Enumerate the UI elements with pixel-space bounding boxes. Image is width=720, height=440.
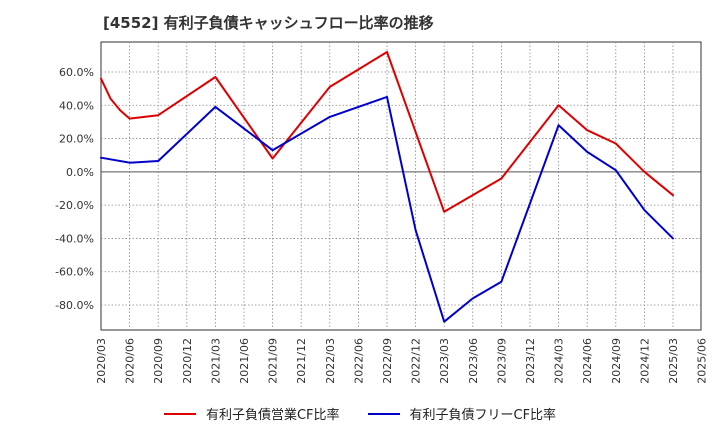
legend-item-free-cf: 有利子負債フリーCF比率: [367, 404, 557, 423]
series-line-operating-cf: [100, 51, 674, 213]
legend-label-free-cf: 有利子負債フリーCF比率: [409, 408, 557, 423]
x-tick-label: 2024/12: [638, 338, 651, 384]
y-tick-label: 20.0%: [59, 133, 94, 146]
x-tick-label: 2022/12: [410, 338, 423, 384]
x-tick-label: 2022/06: [352, 338, 365, 384]
x-tick-label: 2020/06: [124, 338, 137, 384]
y-tick-label: 60.0%: [59, 66, 94, 79]
x-tick-label: 2023/12: [524, 338, 537, 384]
legend-swatch-free-cf: [367, 412, 400, 415]
x-tick-label: 2021/09: [267, 338, 280, 384]
y-tick-label: -20.0%: [55, 199, 94, 212]
chart-title: [4552] 有利子負債キャッシュフロー比率の推移: [103, 14, 434, 32]
x-tick-label: 2024/03: [553, 338, 566, 384]
x-tick-label: 2023/09: [495, 338, 508, 384]
x-tick-label: 2024/09: [610, 338, 623, 384]
x-tick-label: 2020/09: [152, 338, 165, 384]
plot-frame: [100, 41, 702, 331]
y-tick-label: 0.0%: [66, 166, 94, 179]
x-tick-label: 2025/06: [696, 338, 709, 384]
x-tick-label: 2023/03: [438, 338, 451, 384]
x-tick-label: 2021/12: [295, 338, 308, 384]
y-tick-label: -60.0%: [55, 266, 94, 279]
x-tick-label: 2022/03: [324, 338, 337, 384]
x-tick-label: 2022/09: [381, 338, 394, 384]
x-tick-label: 2023/06: [467, 338, 480, 384]
legend-label-operating-cf: 有利子負債営業CF比率: [205, 408, 340, 423]
y-tick-label: -80.0%: [55, 299, 94, 312]
y-tick-label: -40.0%: [55, 232, 94, 245]
y-tick-label: 40.0%: [59, 99, 94, 112]
x-tick-label: 2020/03: [95, 338, 108, 384]
x-tick-label: 2024/06: [581, 338, 594, 384]
legend: 有利子負債営業CF比率 有利子負債フリーCF比率: [0, 404, 720, 423]
series-line-free-cf: [100, 95, 674, 323]
legend-item-operating-cf: 有利子負債営業CF比率: [163, 404, 340, 423]
legend-swatch-operating-cf: [163, 412, 196, 415]
x-tick-label: 2021/06: [238, 338, 251, 384]
x-tick-label: 2020/12: [181, 338, 194, 384]
x-tick-label: 2025/03: [667, 338, 680, 384]
x-tick-label: 2021/03: [209, 338, 222, 384]
